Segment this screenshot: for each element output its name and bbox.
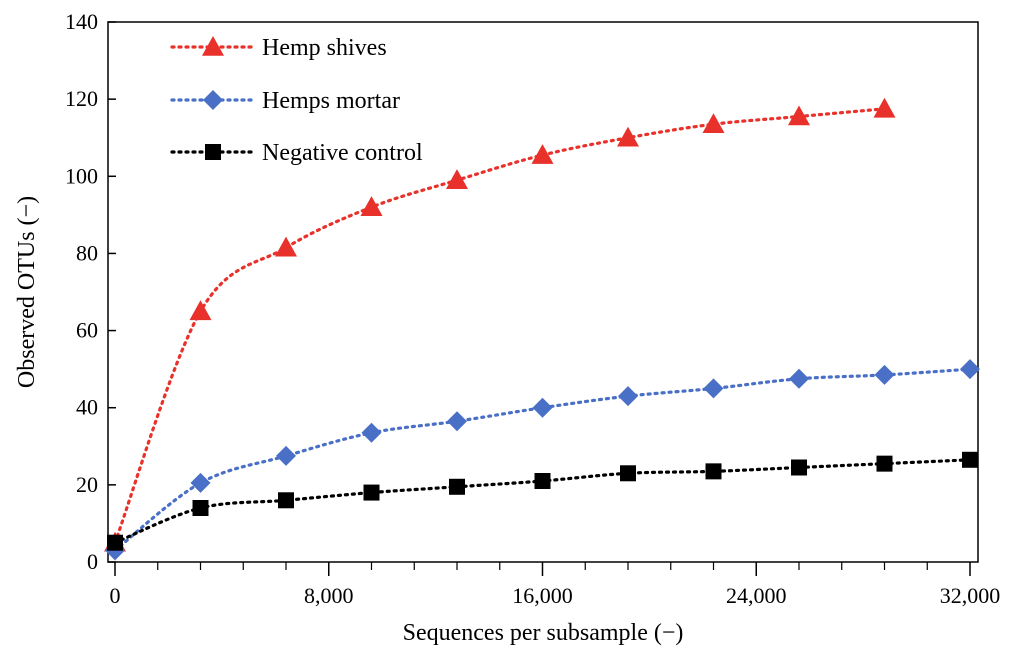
series-line [113, 367, 972, 553]
data-point-square [107, 534, 123, 551]
data-point-square [791, 459, 807, 476]
data-point-square [705, 463, 722, 480]
data-point-square [620, 465, 636, 482]
legend-marker-square [205, 144, 221, 160]
y-tick-label: 40 [76, 395, 98, 420]
data-point-diamond [276, 445, 296, 466]
legend: Hemp shives Hemps mortar Negative control [170, 35, 423, 166]
data-point-square [449, 478, 465, 495]
data-point-diamond [190, 472, 211, 493]
data-point-triangle [702, 113, 725, 134]
y-tick-label: 0 [87, 549, 98, 574]
data-point-diamond [789, 368, 809, 389]
legend-label: Hemps mortar [262, 88, 400, 114]
data-point-triangle [189, 300, 212, 321]
y-tick-label: 120 [65, 86, 98, 111]
x-tick-label: 8,000 [304, 583, 354, 608]
legend-marker-diamond [203, 90, 223, 110]
data-point-diamond [618, 386, 638, 407]
data-point-diamond [532, 397, 553, 418]
x-axis-title: Sequences per subsample (−) [403, 620, 684, 646]
legend-label: Hemp shives [262, 35, 387, 61]
data-point-square [962, 451, 978, 468]
data-point-diamond [447, 411, 467, 432]
series-group [104, 97, 980, 561]
x-tick-label: 24,000 [726, 583, 787, 608]
data-point-triangle [531, 144, 554, 164]
legend-label: Negative control [262, 140, 423, 166]
y-tick-label: 100 [65, 163, 98, 188]
legend-marker-triangle [202, 36, 224, 56]
data-point-triangle [275, 236, 297, 257]
y-tick-label: 140 [65, 9, 98, 34]
series-negative-control [107, 451, 978, 551]
data-point-triangle [873, 97, 896, 118]
x-tick-label: 32,000 [940, 583, 1001, 608]
axis-ticks: 0 20 40 60 80 100 120 140 0 8,000 16,000 24,000 32,0… [65, 9, 1000, 608]
legend-entry: Negative control [170, 140, 423, 166]
y-tick-label: 60 [76, 318, 98, 343]
series-line [113, 107, 887, 545]
data-point-diamond [703, 378, 724, 399]
data-point-triangle [360, 196, 383, 216]
data-point-diamond [361, 422, 382, 443]
data-point-triangle [788, 105, 810, 126]
data-point-triangle [446, 169, 468, 189]
data-point-square [363, 484, 380, 501]
x-tick-label: 16,000 [512, 583, 573, 608]
series-hemps-mortar [105, 359, 980, 561]
legend-entry: Hemp shives [170, 35, 387, 61]
series-line [113, 458, 972, 545]
data-point-square [534, 473, 551, 489]
y-axis-title: Observed OTUs (−) [14, 196, 40, 388]
data-point-square [192, 500, 209, 516]
y-tick-label: 20 [76, 472, 98, 497]
data-point-square [876, 455, 893, 472]
x-tick-label: 0 [110, 583, 121, 608]
data-point-square [278, 492, 294, 509]
data-point-triangle [617, 126, 639, 147]
data-point-diamond [874, 364, 895, 385]
y-tick-label: 80 [76, 240, 98, 265]
data-point-diamond [960, 359, 980, 380]
legend-entry: Hemps mortar [170, 88, 400, 114]
